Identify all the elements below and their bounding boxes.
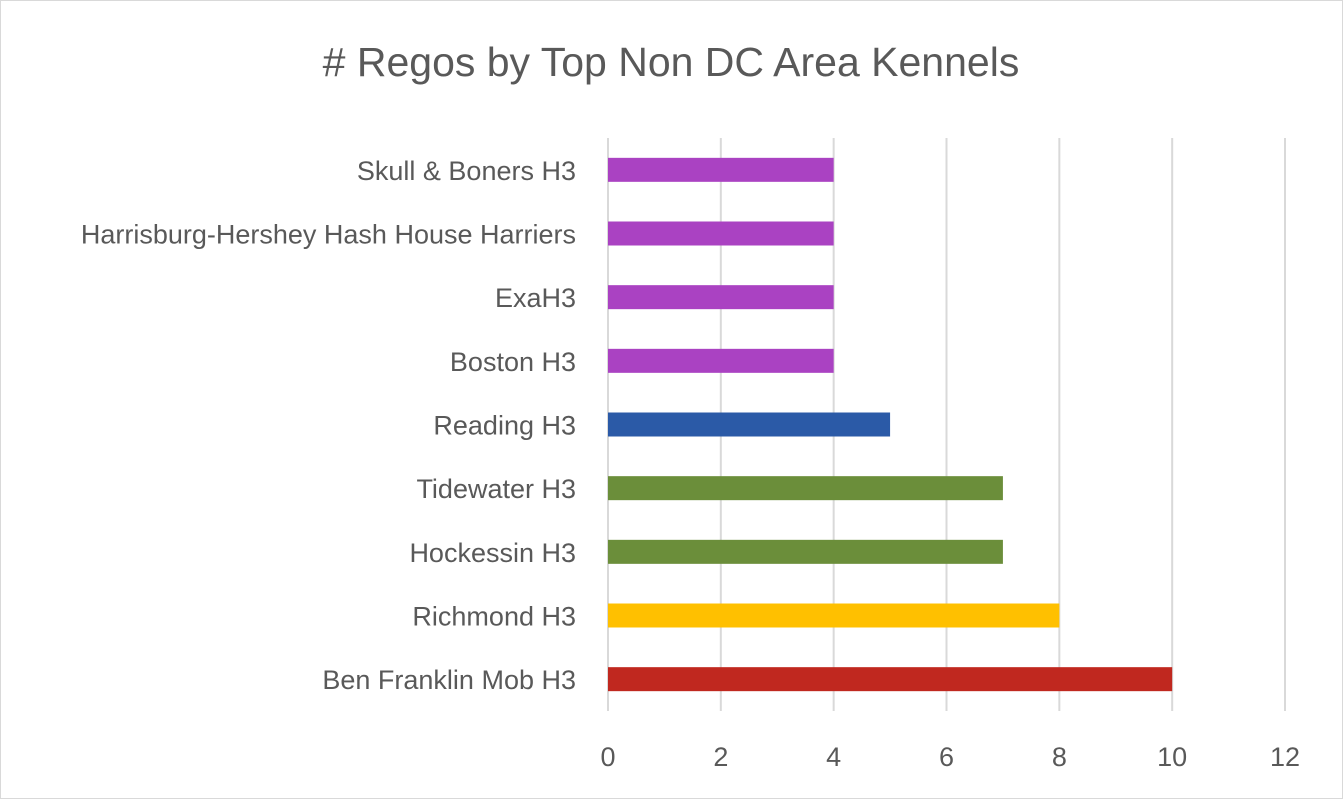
x-tick-label: 10 [1157,742,1187,772]
bar [608,476,1003,501]
category-labels: Ben Franklin Mob H3 Richmond H3 Hockessin … [81,156,576,695]
category-label: Harrisburg-Hershey Hash House Harriers [81,220,576,250]
category-label: Tidewater H3 [416,474,576,504]
category-label: Boston H3 [450,347,576,377]
x-tick-label: 12 [1270,742,1300,772]
chart-title: # Regos by Top Non DC Area Kennels [323,39,1020,85]
bar [608,157,834,182]
x-tick-label: 0 [600,742,615,772]
x-tick-labels: 0 2 4 6 8 10 12 [600,742,1300,772]
bar [608,221,834,246]
x-tick-label: 2 [713,742,728,772]
category-label: Richmond H3 [412,602,576,632]
bar [608,412,891,437]
bar [608,667,1173,692]
category-label: Hockessin H3 [409,538,576,568]
x-tick-label: 6 [939,742,954,772]
category-label: Skull & Boners H3 [357,156,576,186]
category-label: ExaH3 [495,283,576,313]
bar [608,539,1003,564]
bar [608,285,834,310]
category-label: Reading H3 [433,411,576,441]
bar [608,603,1060,628]
bars [608,157,1173,692]
x-tick-label: 4 [826,742,841,772]
category-label: Ben Franklin Mob H3 [322,665,576,695]
x-tick-label: 8 [1052,742,1067,772]
bar [608,348,834,373]
